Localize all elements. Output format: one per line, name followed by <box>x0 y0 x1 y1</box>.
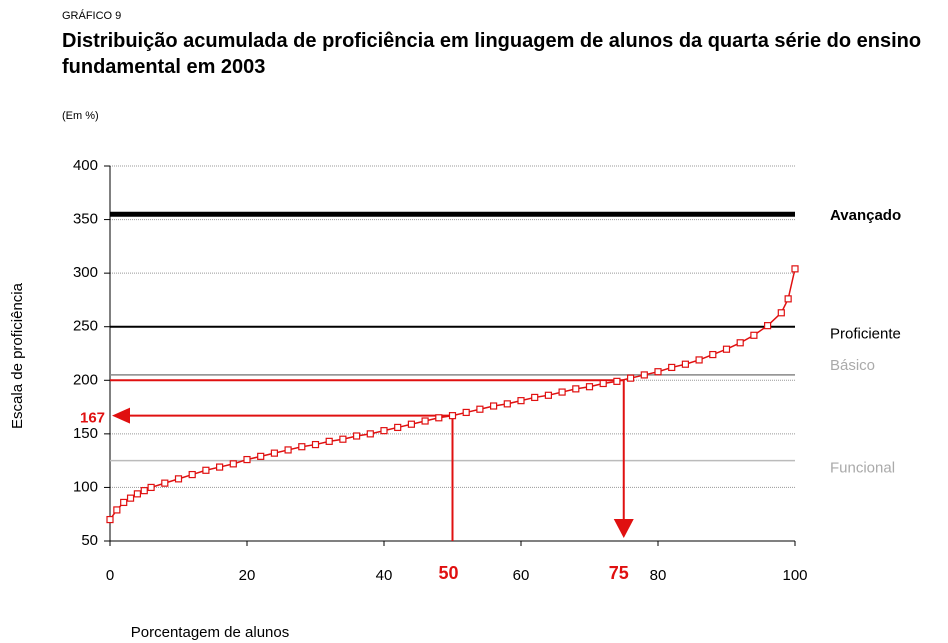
point <box>681 360 690 368</box>
point <box>503 400 511 408</box>
point <box>339 435 347 443</box>
point <box>284 446 292 454</box>
point <box>140 487 148 495</box>
point <box>353 432 361 440</box>
point <box>202 466 210 474</box>
point <box>448 412 457 420</box>
subtitle: (Em %) <box>62 110 99 122</box>
point <box>407 420 415 428</box>
point <box>147 483 155 492</box>
point <box>791 265 799 273</box>
point <box>784 295 792 303</box>
x-tick-label: 100 <box>782 567 807 584</box>
arrow-head <box>112 407 130 424</box>
x-tick-label: 40 <box>376 567 393 584</box>
point <box>599 379 607 388</box>
point <box>106 515 114 524</box>
point <box>229 460 237 468</box>
point <box>216 463 224 471</box>
y-tick-label: 150 <box>73 425 98 442</box>
marker-label: 50 <box>438 563 458 583</box>
point <box>270 449 278 457</box>
arrow-head <box>613 519 634 538</box>
point <box>722 345 731 353</box>
point <box>394 423 402 432</box>
y-tick-label: 50 <box>81 532 98 549</box>
point <box>380 427 388 435</box>
point <box>174 475 183 483</box>
y-tick-label: 300 <box>73 264 98 281</box>
point <box>311 440 320 449</box>
x-tick-label: 80 <box>650 567 667 584</box>
point <box>161 479 169 487</box>
point <box>366 430 374 438</box>
y-tick-label: 250 <box>73 318 98 335</box>
kicker: GRÁFICO 9 <box>62 10 122 22</box>
point <box>257 452 265 460</box>
reference-label: Funcional <box>830 460 895 477</box>
point <box>640 371 648 379</box>
point <box>654 368 662 376</box>
point <box>558 388 566 396</box>
point <box>544 391 553 399</box>
y-tick-label: 400 <box>73 157 98 174</box>
point <box>476 405 484 413</box>
point <box>736 339 744 347</box>
point <box>531 393 539 402</box>
point <box>113 506 121 514</box>
point <box>709 350 717 359</box>
x-tick-label: 20 <box>239 567 256 584</box>
point <box>613 377 621 385</box>
y-axis-label: Escala de proficiência <box>9 282 26 429</box>
point <box>695 356 703 364</box>
point <box>126 494 135 502</box>
point <box>435 414 443 422</box>
reference-label: Proficiente <box>830 326 901 343</box>
point <box>517 397 525 405</box>
marker-label: 167 <box>80 410 105 427</box>
point <box>188 470 196 479</box>
x-tick-label: 0 <box>106 567 114 584</box>
y-tick-label: 100 <box>73 478 98 495</box>
point <box>421 417 429 425</box>
point <box>572 385 580 393</box>
x-axis-label: Porcentagem de alunos <box>131 624 289 641</box>
point <box>763 322 772 330</box>
y-tick-label: 350 <box>73 211 98 228</box>
point <box>777 309 785 317</box>
reference-label: Avançado <box>830 207 901 224</box>
point <box>668 363 676 372</box>
chart-title: Distribuição acumulada de proficiência e… <box>62 30 922 78</box>
point <box>462 408 470 417</box>
point <box>243 455 251 464</box>
point <box>626 374 635 382</box>
x-tick-label: 60 <box>513 567 530 584</box>
y-tick-label: 200 <box>73 371 98 388</box>
point <box>133 490 141 498</box>
point <box>585 383 594 391</box>
point <box>298 443 306 451</box>
point <box>490 402 498 410</box>
point <box>750 331 758 339</box>
reference-label: Básico <box>830 357 875 374</box>
point <box>325 437 333 445</box>
marker-label: 75 <box>609 563 629 583</box>
point <box>120 498 128 507</box>
